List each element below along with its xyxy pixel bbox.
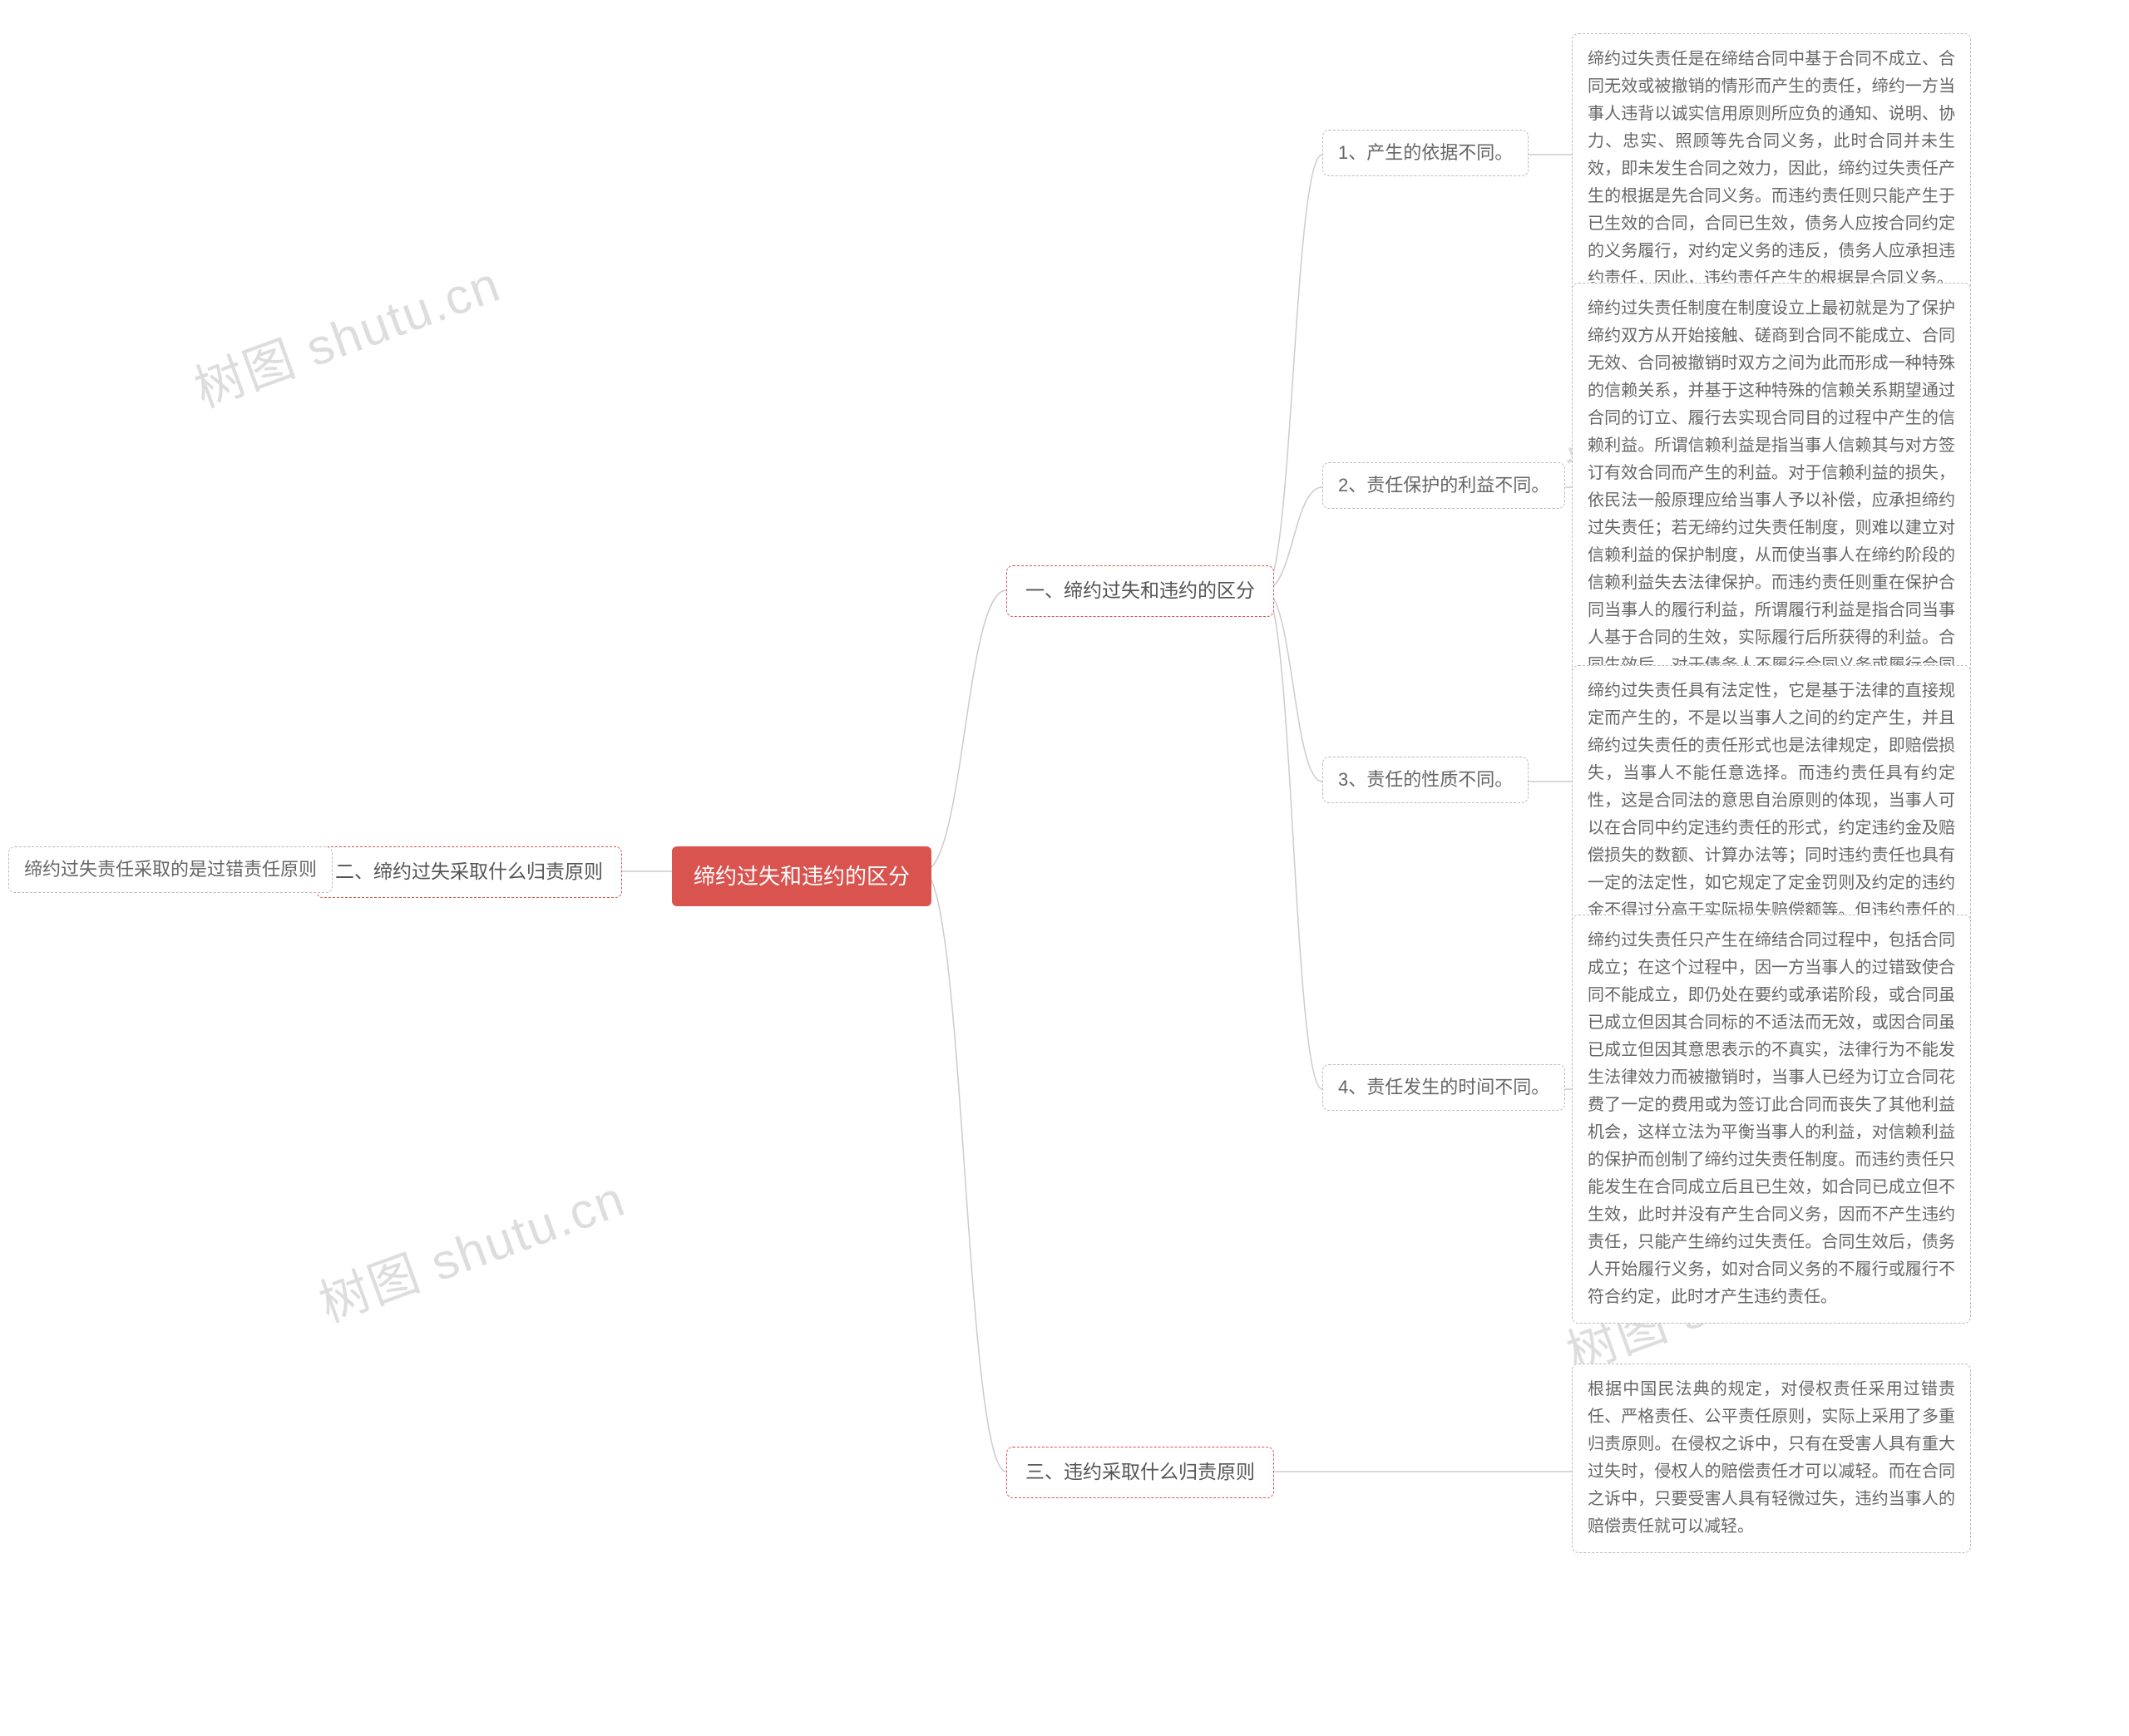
connector-line bbox=[1264, 590, 1322, 1089]
watermark: 树图 shutu.cn bbox=[183, 244, 509, 422]
branch-1-child-3[interactable]: 3、责任的性质不同。 bbox=[1322, 757, 1529, 803]
connector-line bbox=[923, 590, 1006, 871]
branch-2[interactable]: 二、缔约过失采取什么归责原则 bbox=[316, 846, 622, 898]
root-node[interactable]: 缔约过失和违约的区分 bbox=[672, 846, 931, 906]
branch-1-child-1[interactable]: 1、产生的依据不同。 bbox=[1322, 130, 1529, 176]
connector-line bbox=[1264, 590, 1322, 782]
connector-line bbox=[1264, 155, 1322, 590]
branch-2-leaf: 缔约过失责任采取的是过错责任原则 bbox=[8, 846, 333, 893]
branch-1-child-2[interactable]: 2、责任保护的利益不同。 bbox=[1322, 462, 1565, 509]
branch-1-child-4-leaf: 缔约过失责任只产生在缔结合同过程中，包括合同成立；在这个过程中，因一方当事人的过… bbox=[1572, 915, 1971, 1324]
connector-line bbox=[923, 871, 1006, 1472]
branch-3-leaf: 根据中国民法典的规定，对侵权责任采用过错责任、严格责任、公平责任原则，实际上采用… bbox=[1572, 1364, 1971, 1553]
branch-3[interactable]: 三、违约采取什么归责原则 bbox=[1006, 1447, 1274, 1498]
watermark: 树图 shutu.cn bbox=[308, 1158, 634, 1336]
branch-1[interactable]: 一、缔约过失和违约的区分 bbox=[1006, 565, 1274, 617]
branch-1-child-4[interactable]: 4、责任发生的时间不同。 bbox=[1322, 1064, 1565, 1111]
branch-1-child-1-leaf: 缔约过失责任是在缔结合同中基于合同不成立、合同无效或被撤销的情形而产生的责任，缔… bbox=[1572, 33, 1971, 305]
